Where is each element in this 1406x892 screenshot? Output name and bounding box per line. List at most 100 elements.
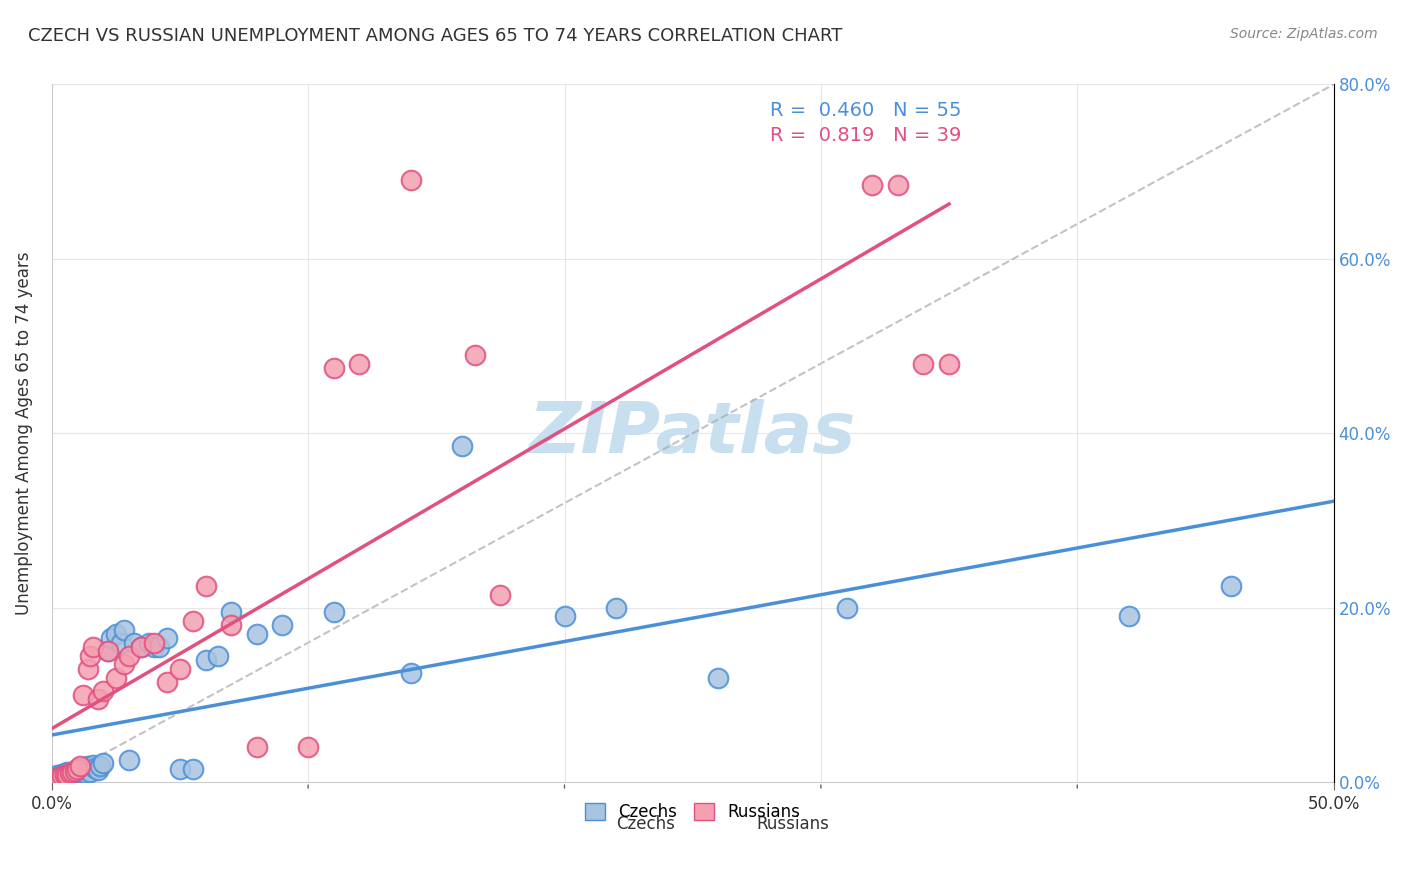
Point xyxy=(44,772,66,787)
Point xyxy=(148,640,170,654)
Point xyxy=(246,627,269,641)
Point xyxy=(66,768,89,782)
Point xyxy=(219,618,242,632)
Point xyxy=(100,632,122,646)
Point xyxy=(82,757,104,772)
Point xyxy=(112,657,135,672)
Point xyxy=(156,632,179,646)
Point xyxy=(76,759,98,773)
Point xyxy=(219,605,242,619)
Point xyxy=(104,671,127,685)
Point xyxy=(112,623,135,637)
Point xyxy=(399,666,422,681)
Point xyxy=(45,771,67,785)
Text: ZIPatlas: ZIPatlas xyxy=(529,399,856,467)
Point xyxy=(53,766,76,780)
Point xyxy=(66,762,89,776)
Point xyxy=(1220,579,1243,593)
Point xyxy=(553,609,575,624)
Point xyxy=(207,648,229,663)
Point xyxy=(122,635,145,649)
Point xyxy=(169,762,191,776)
Point xyxy=(131,640,153,654)
Point xyxy=(181,614,204,628)
Text: Czechs: Czechs xyxy=(616,815,675,833)
Point xyxy=(56,768,79,782)
Point xyxy=(349,357,371,371)
Point xyxy=(48,769,70,783)
Point xyxy=(322,605,344,619)
Text: R =  0.819   N = 39: R = 0.819 N = 39 xyxy=(769,126,960,145)
Point xyxy=(76,662,98,676)
Point xyxy=(156,674,179,689)
Point xyxy=(44,772,66,787)
Point xyxy=(79,648,101,663)
Text: Russians: Russians xyxy=(756,815,830,833)
Point xyxy=(51,770,73,784)
Point xyxy=(104,627,127,641)
Point xyxy=(489,588,512,602)
Point xyxy=(1118,609,1140,624)
Point xyxy=(72,761,94,775)
Point xyxy=(297,740,319,755)
Point xyxy=(110,635,132,649)
Point xyxy=(451,439,474,453)
Point xyxy=(87,763,110,777)
Text: Source: ZipAtlas.com: Source: ZipAtlas.com xyxy=(1230,27,1378,41)
Point xyxy=(399,173,422,187)
Point xyxy=(60,765,83,780)
Point xyxy=(72,763,94,777)
Point xyxy=(53,768,76,782)
Point xyxy=(51,767,73,781)
Point xyxy=(45,771,67,785)
Point xyxy=(72,688,94,702)
Point xyxy=(59,767,82,781)
Text: CZECH VS RUSSIAN UNEMPLOYMENT AMONG AGES 65 TO 74 YEARS CORRELATION CHART: CZECH VS RUSSIAN UNEMPLOYMENT AMONG AGES… xyxy=(28,27,842,45)
Point xyxy=(322,360,344,375)
Point xyxy=(143,635,166,649)
Point xyxy=(887,178,910,192)
Point xyxy=(835,600,858,615)
Point xyxy=(91,683,114,698)
Point xyxy=(131,640,153,654)
Point xyxy=(75,766,97,780)
Point xyxy=(59,766,82,780)
Point xyxy=(53,769,76,783)
Point xyxy=(45,768,67,782)
Point xyxy=(938,357,960,371)
Point xyxy=(246,740,269,755)
Point xyxy=(97,644,120,658)
Point xyxy=(860,178,883,192)
Point xyxy=(84,761,107,775)
Point xyxy=(707,671,730,685)
Point xyxy=(48,770,70,784)
Point xyxy=(118,753,141,767)
Point xyxy=(194,579,217,593)
Point xyxy=(97,644,120,658)
Point xyxy=(82,640,104,654)
Point xyxy=(48,772,70,786)
Point xyxy=(79,764,101,779)
Point xyxy=(143,640,166,654)
Point xyxy=(56,768,79,782)
Point xyxy=(181,762,204,776)
Point xyxy=(912,357,935,371)
Point xyxy=(169,662,191,676)
Point xyxy=(138,635,160,649)
Point xyxy=(87,692,110,706)
Point xyxy=(464,348,486,362)
Point xyxy=(271,618,294,632)
Point xyxy=(60,764,83,779)
Point xyxy=(63,764,86,778)
Point xyxy=(605,600,627,615)
Point xyxy=(91,756,114,770)
Point xyxy=(63,764,86,778)
Point xyxy=(69,759,91,773)
Point xyxy=(89,759,111,773)
Point xyxy=(51,769,73,783)
Y-axis label: Unemployment Among Ages 65 to 74 years: Unemployment Among Ages 65 to 74 years xyxy=(15,252,32,615)
Point xyxy=(56,764,79,779)
Legend: Czechs, Russians: Czechs, Russians xyxy=(576,795,808,830)
Point xyxy=(118,648,141,663)
Point xyxy=(69,764,91,779)
